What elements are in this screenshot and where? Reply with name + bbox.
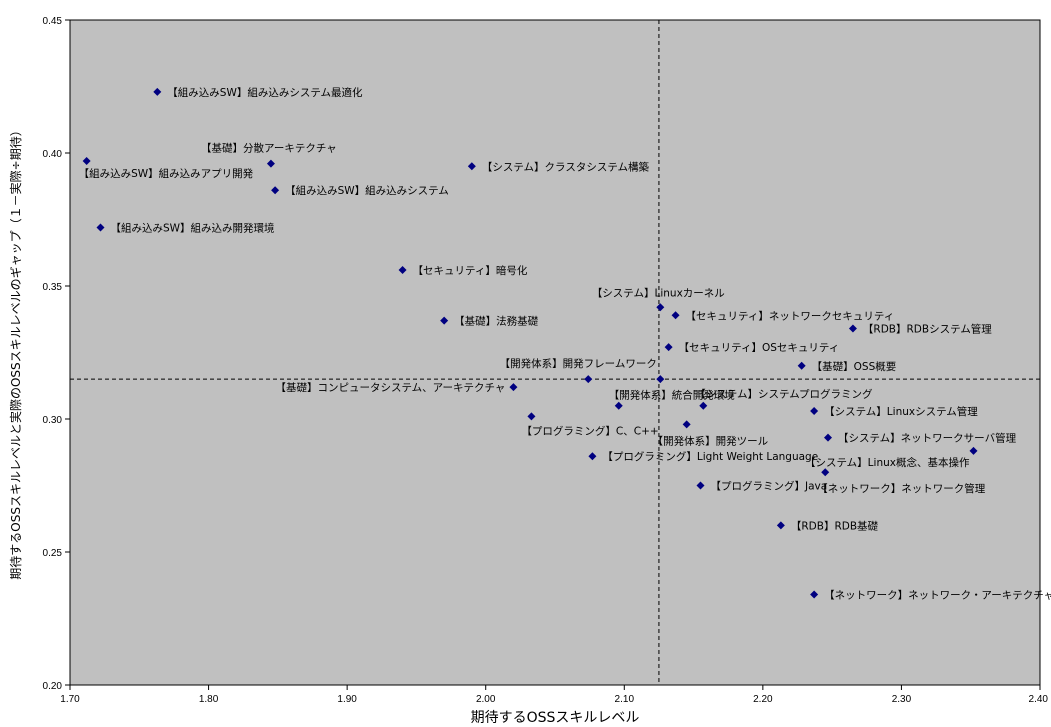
- x-tick-label: 2.10: [615, 694, 635, 705]
- data-point-label: 【開発体系】開発フレームワーク: [500, 357, 657, 370]
- data-point-label: 【組み込みSW】組み込みシステム最適化: [167, 86, 363, 99]
- data-point-label: 【基礎】OSS概要: [812, 360, 897, 373]
- data-point-label: 【プログラミング】C、C++: [521, 424, 658, 437]
- data-point-label: 【RDB】RDBシステム管理: [863, 323, 992, 336]
- data-point-marker: [823, 433, 832, 442]
- data-point-label: 【組み込みSW】組み込みシステム: [285, 184, 449, 197]
- data-point-label: 【基礎】法務基礎: [454, 315, 538, 328]
- data-point-marker: [821, 468, 830, 477]
- y-tick-label: 0.45: [43, 16, 63, 27]
- data-point-label: 【組み込みSW】組み込みアプリ開発: [79, 167, 254, 180]
- y-tick-label: 0.20: [43, 681, 63, 692]
- data-point-marker: [797, 361, 806, 370]
- x-tick-label: 2.30: [892, 694, 912, 705]
- data-point-marker: [588, 452, 597, 461]
- x-tick-label: 2.20: [753, 694, 773, 705]
- data-point-marker: [664, 343, 673, 352]
- data-point-marker: [153, 87, 162, 96]
- data-point-label: 【システム】システムプログラミング: [695, 388, 873, 401]
- data-point-marker: [96, 223, 105, 232]
- data-point-marker: [527, 412, 536, 421]
- data-points: 【組み込みSW】組み込みシステム最適化【基礎】分散アーキテクチャ【組み込みSW】…: [79, 86, 1051, 602]
- data-point-label: 【システム】クラスタシステム構築: [482, 160, 650, 173]
- data-point-marker: [699, 401, 708, 410]
- data-point-marker: [810, 590, 819, 599]
- data-point-label: 【システム】Linuxカーネル: [592, 287, 725, 299]
- data-point-label: 【ネットワーク】ネットワーク管理: [817, 482, 985, 495]
- y-tick-label: 0.30: [43, 415, 63, 426]
- data-point-label: 【組み込みSW】組み込み開発環境: [110, 221, 274, 234]
- data-point-label: 【基礎】コンピュータシステム、アーキテクチャ: [275, 381, 505, 394]
- data-point-label: 【セキュリティ】OSセキュリティ: [679, 342, 840, 354]
- data-point-marker: [266, 159, 275, 168]
- data-point-marker: [271, 186, 280, 195]
- data-point-label: 【ネットワーク】ネットワーク・アーキテクチャ: [824, 590, 1051, 602]
- y-axis-title: 期待するOSSスキルレベルと実際のOSSスキルレベルのギャップ（１－実際÷期待）: [8, 124, 23, 579]
- data-point-label: 【プログラミング】Light Weight Language: [602, 450, 818, 463]
- data-point-marker: [614, 401, 623, 410]
- y-tick-label: 0.25: [43, 548, 63, 559]
- data-point-marker: [82, 156, 91, 165]
- x-tick-label: 1.70: [60, 694, 80, 705]
- data-point-label: 【セキュリティ】暗号化: [413, 264, 528, 277]
- data-point-label: 【開発体系】統合開発環境: [609, 389, 735, 402]
- data-point-label: 【システム】Linux概念、基本操作: [805, 456, 970, 469]
- data-point-label: 【プログラミング】Java: [711, 480, 828, 493]
- data-point-label: 【セキュリティ】ネットワークセキュリティ: [686, 310, 895, 322]
- data-point-label: 【RDB】RDB基礎: [791, 519, 879, 532]
- data-point-marker: [671, 311, 680, 320]
- x-axis-title: 期待するOSSスキルレベル: [471, 710, 640, 726]
- x-tick-label: 2.40: [1029, 694, 1049, 705]
- data-point-marker: [696, 481, 705, 490]
- data-point-marker: [440, 316, 449, 325]
- data-point-marker: [810, 407, 819, 416]
- x-tick-label: 2.00: [476, 694, 496, 705]
- data-point-label: 【開発体系】開発ツール: [653, 434, 769, 447]
- data-point-label: 【システム】Linuxシステム管理: [824, 405, 978, 418]
- plot-area: [69, 19, 1041, 686]
- x-tick-label: 1.90: [337, 694, 357, 705]
- data-point-marker: [848, 324, 857, 333]
- data-point-marker: [398, 266, 407, 275]
- x-tick-label: 1.80: [199, 694, 219, 705]
- data-point-label: 【基礎】分散アーキテクチャ: [201, 142, 337, 155]
- data-point-marker: [682, 420, 691, 429]
- data-point-label: 【システム】ネットワークサーバ管理: [838, 432, 1017, 445]
- data-point-marker: [467, 162, 476, 171]
- y-tick-label: 0.40: [43, 149, 63, 160]
- data-point-marker: [656, 303, 665, 312]
- data-point-marker: [969, 446, 978, 455]
- y-tick-label: 0.35: [43, 282, 63, 293]
- data-point-marker: [656, 375, 665, 384]
- x-axis: 1.70 1.80 1.90 2.00 2.10 2.20 2.30 2.40: [60, 685, 1048, 705]
- y-axis: 0.20 0.25 0.30 0.35 0.40 0.45: [43, 16, 70, 692]
- data-point-marker: [509, 383, 518, 392]
- data-point-marker: [776, 521, 785, 530]
- data-point-marker: [584, 375, 593, 384]
